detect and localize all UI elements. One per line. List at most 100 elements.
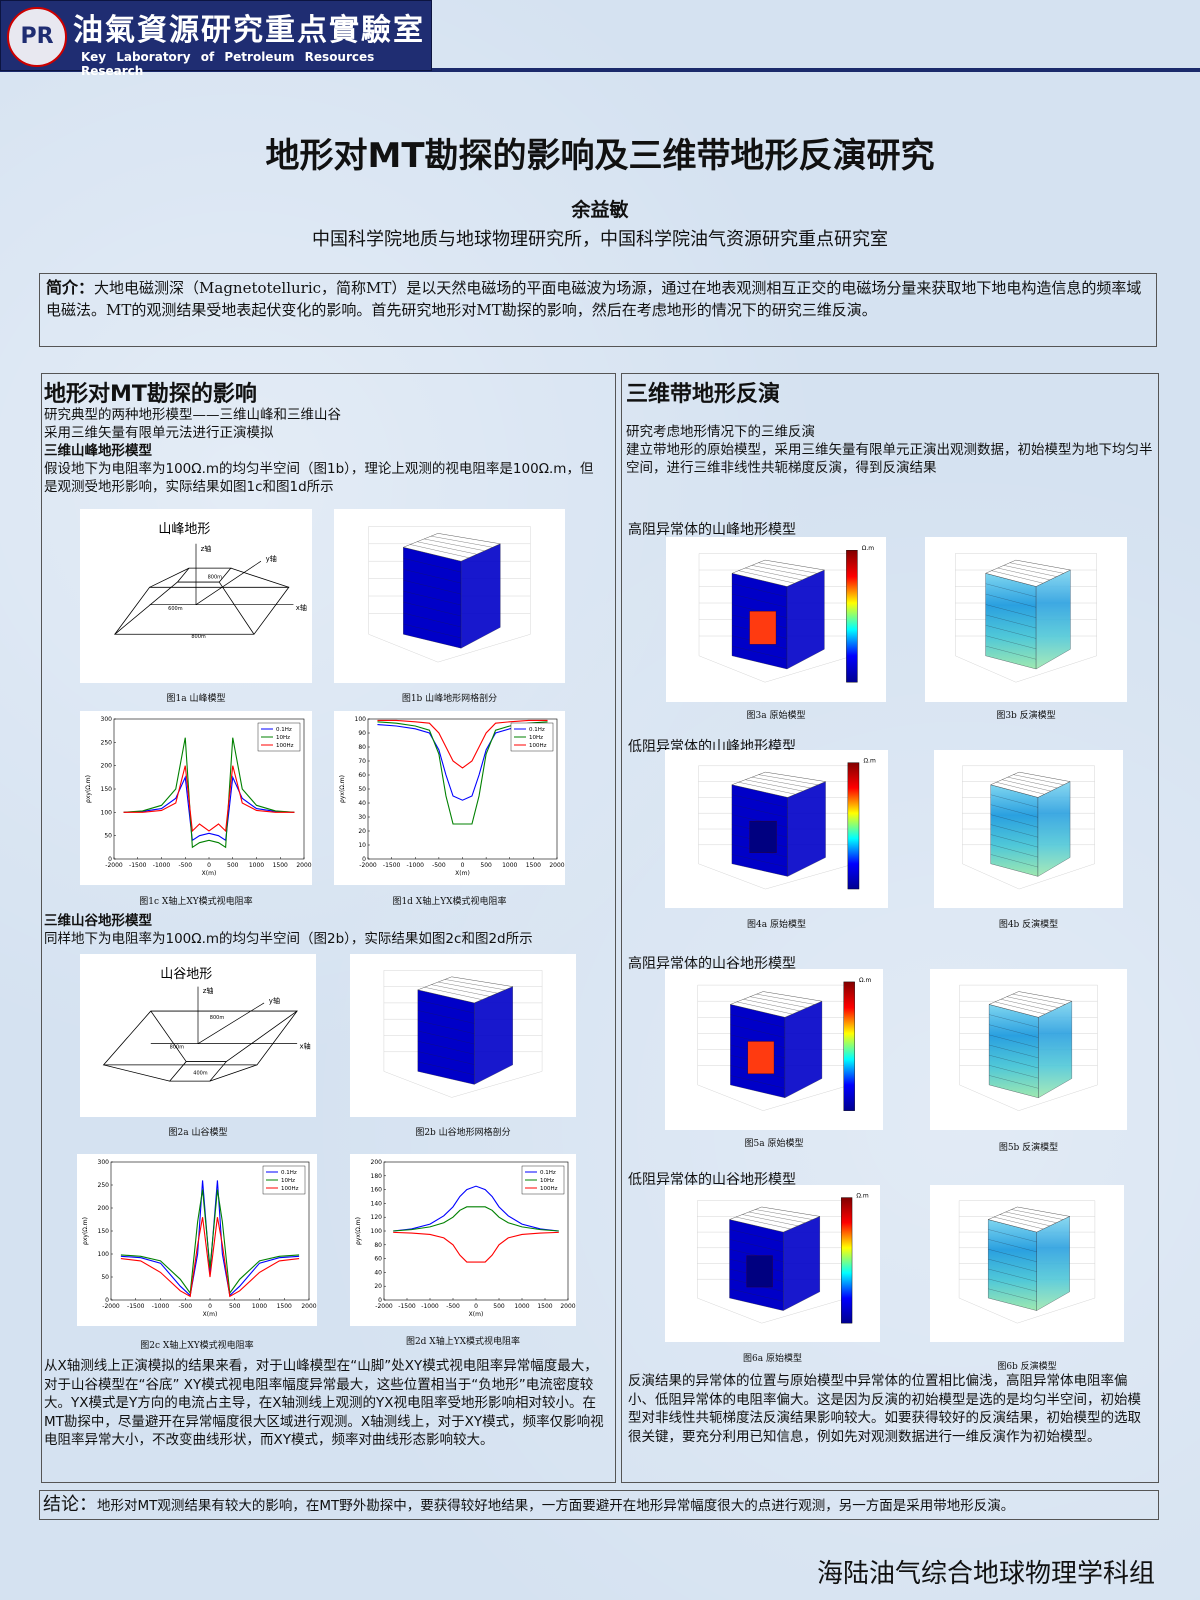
mesh-line [751,777,811,789]
x-tick-label: -2000 [375,1303,393,1310]
figure-graphic: -2000 -1500 -1000 -500 0 500 1000 1500 2000 0 50 10… [82,1159,317,1318]
y-tick-label: 0 [362,856,366,863]
anomaly [746,1255,773,1288]
panel-grid [988,1278,1037,1292]
panel-grid [985,625,1037,639]
x-tick-label: 2000 [301,1303,316,1310]
mesh-line [991,570,1044,584]
y-tick-label: 200 [371,1159,383,1166]
x-tick-label: -1500 [398,1303,416,1310]
sketch-top [176,567,232,583]
panel-grid [989,1055,1039,1069]
series-line [377,721,548,825]
panel-grid [731,814,788,828]
panel-grid [990,844,1038,858]
lab-name-en: Key Laboratory of Petroleum Resources Re… [81,50,375,78]
figure: 山峰地形 z轴 y轴 x轴 800m 600m 800m [80,509,312,683]
mesh-line [745,567,802,581]
panel-grid [985,593,1037,608]
panel-grid [417,1020,475,1034]
x-tick-label: 1500 [273,862,288,869]
sketch-title: 山谷地形 [160,967,212,982]
colorbar [843,981,855,1111]
y-tick-label: 250 [101,739,113,746]
x-axis-label: X(m) [469,1311,484,1318]
panel-grid [730,1034,785,1048]
sketch-label: x轴 [299,1042,310,1051]
footer: 海陆油气综合地球物理学科组 [816,1559,1155,1589]
affiliation: 中国科学院地质与地球物理研究所，中国科学院油气资源研究重点研究室 [312,229,888,250]
y-tick-label: 10 [358,842,366,849]
figure-caption: 图6b 反演模型 [997,1362,1057,1372]
case-title: 高阻异常体的山谷地形模型 [628,956,796,972]
text: 假设地下为电阻率为100Ω.m的均匀半空间（图1b），理论上观测的视电阻率是10… [44,461,594,495]
panel-grid [985,614,1037,629]
figure-caption: 图1c X轴上XY模式视电阻率 [139,897,253,907]
panel-grid [988,1259,1037,1272]
x-tick-label: 1500 [277,1303,292,1310]
figure [930,1185,1124,1342]
case-title: 低阻异常体的山谷地形模型 [628,1172,796,1188]
sketch-edge [230,567,289,588]
figure-graphic [959,984,1098,1111]
sketch-edge [149,567,190,588]
mesh-line [444,979,506,991]
panel-grid [403,580,462,595]
figure-caption: 图5b 反演模型 [998,1143,1059,1153]
left-intro: 研究典型的两种地形模型——三维山峰和三维山谷 采用三维矢量有限单元法进行正演模拟… [44,406,604,496]
series-line [393,1231,559,1263]
mesh-line [758,774,819,785]
panel-grid [417,1051,475,1065]
panel [985,573,1037,670]
mesh-line [431,984,490,997]
mesh-line [1012,993,1066,1005]
y-tick-label: 90 [358,730,366,737]
x-tick-label: -1500 [127,1303,145,1310]
x-tick-label: -1000 [421,1303,439,1310]
y-tick-label: 20 [374,1283,382,1290]
anomaly [747,1041,775,1074]
y-tick-label: 20 [358,828,366,835]
series-line [393,1206,559,1232]
conclusion-text: 地形对MT观测结果有较大的影响，在MT野外勘探中，要获得较好地结果，一方面要避开… [97,1498,1015,1514]
sketch-label: 800m [170,1045,185,1051]
figure-caption: 图2d X轴上YX模式视电阻率 [405,1337,521,1347]
panel [1035,569,1071,670]
title: 地形对MT勘探的影响及三维带地形反演研究 [265,136,935,176]
mesh-line [1002,779,1051,792]
figure-caption: 图3a 原始模型 [746,711,806,721]
y-tick-label: 300 [101,716,113,723]
x-axis-label: X(m) [203,1311,218,1318]
colorbar [841,1197,853,1324]
series-line [393,1185,559,1232]
legend-label: 100Hz [276,743,294,749]
x-tick-label: -1000 [153,862,171,869]
panel [460,543,501,649]
figure: -2000 -1500 -1000 -500 0 500 1000 1500 2000 0 20 40… [350,1154,576,1326]
legend-label: 10Hz [529,735,543,741]
panel-grid [988,1249,1037,1262]
intro-label: 简介： [46,278,95,297]
x-tick-label: 1000 [502,862,517,869]
panel-grid [729,1288,784,1302]
panel-grid [729,1239,784,1252]
y-tick-label: 200 [101,763,113,770]
panel [988,1219,1037,1311]
panel-grid [989,1024,1039,1038]
x-tick-label: -2000 [105,862,123,869]
mesh-line [424,538,485,551]
figure-caption: 图2a 山谷模型 [168,1128,228,1138]
panel-grid [990,814,1038,828]
colorbar-unit: Ω.m [863,758,875,765]
sketch-label: x轴 [296,603,307,612]
figure [334,509,565,683]
x-tick-label: -1000 [152,1303,170,1310]
panel-grid [989,1044,1039,1058]
x-tick-label: 2000 [549,862,564,869]
figure-graphic [955,553,1097,683]
mesh-line [410,544,469,558]
panel [403,547,462,649]
mesh-line [743,999,800,1012]
figure-graphic: Ω.m [698,545,874,683]
left-summary: 从X轴测线上正演模拟的结果来看，对于山峰模型在“山脚”处XY模式视电阻率异常幅度… [44,1358,604,1448]
